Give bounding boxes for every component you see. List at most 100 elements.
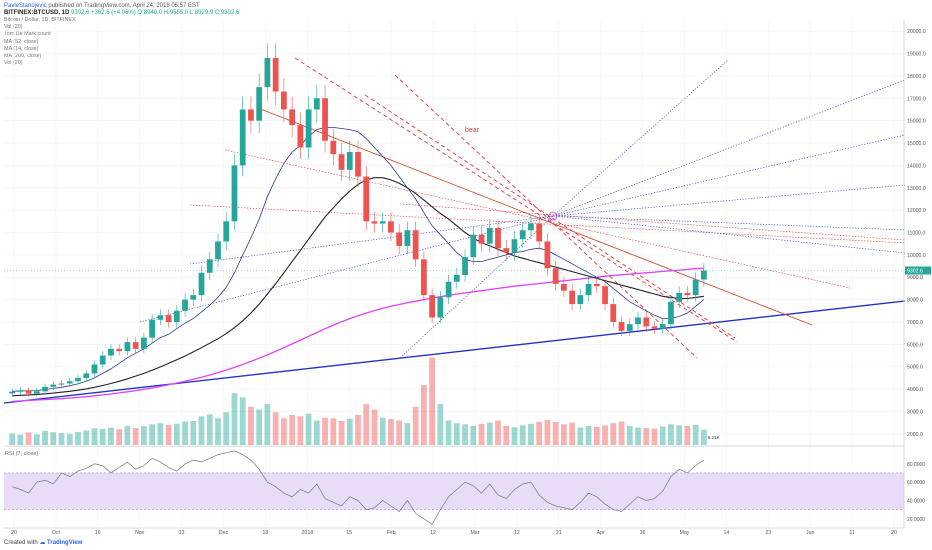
rsi-tick-label: 40.0000 (907, 498, 925, 504)
volume-bar (519, 425, 526, 445)
candle-body (248, 109, 254, 121)
rsi-line (11, 450, 705, 525)
candle-body (190, 295, 197, 300)
candle-body (643, 317, 650, 327)
candle-body (239, 109, 246, 166)
author-name[interactable]: PavleStanojevic (4, 3, 47, 9)
volume-bar (536, 421, 543, 445)
price-tick-label: 8000.0 (907, 298, 923, 304)
volume-bar (692, 424, 699, 445)
volume-bar (396, 420, 403, 445)
candle-body (437, 297, 444, 318)
time-tick-label: 11 (849, 530, 854, 536)
blue-fan-line (552, 59, 729, 217)
time-tick-label: 21 (556, 530, 562, 536)
indicator-legend-3[interactable]: MA (52, close) (4, 38, 39, 45)
volume-bar (58, 433, 65, 445)
volume-bar (503, 425, 510, 445)
candle-body (486, 228, 493, 244)
volume-bar (313, 420, 320, 445)
price-tick-label: 11000.0 (907, 231, 925, 237)
time-tick-label: 14 (723, 530, 729, 536)
indicator-legend-4[interactable]: MA (14, close) (4, 45, 39, 52)
rsi-label: RSI (7, close) (5, 451, 38, 457)
volume-bar (544, 419, 551, 445)
volume-bar (338, 421, 345, 445)
volume-bar (190, 421, 197, 445)
candle-body (561, 283, 567, 291)
candle-body (635, 317, 641, 325)
candle-body (626, 324, 633, 331)
volume-bar (157, 423, 164, 445)
time-tick-label: Oct (52, 530, 61, 536)
indicator-legend-2[interactable]: Tom De Mark count (4, 31, 51, 38)
volume-bar (602, 425, 608, 445)
last-price: 9302.6 (71, 10, 90, 16)
candle-body (404, 230, 411, 246)
volume-bar (577, 427, 584, 445)
candle-body (124, 342, 131, 352)
trend-drawings[interactable] (3, 57, 906, 404)
indicator-legend-1[interactable]: Vol (20) (4, 24, 23, 31)
volume-bar (42, 430, 48, 445)
volume-bar (355, 415, 361, 445)
volume-bar (91, 428, 98, 445)
candle-body (215, 241, 221, 260)
rsi-tick-label: 60.0000 (907, 480, 925, 486)
candle-body (108, 348, 114, 356)
candle-body (33, 391, 40, 394)
volume-bar (248, 406, 254, 445)
indicator-legend-5[interactable]: MA (200, close) (4, 53, 42, 60)
volume-bar (470, 425, 477, 445)
candle-body (66, 381, 73, 384)
ohlc-close: C:9302.6 (214, 10, 240, 16)
candle-body (58, 383, 65, 385)
blue-fan-line (399, 215, 554, 359)
candle-body (132, 342, 139, 349)
candle-body (519, 230, 526, 240)
red-dotted-line (189, 204, 906, 244)
volume-bar (66, 433, 73, 445)
volume-bar (231, 393, 238, 445)
footer-brand[interactable]: TradingView (47, 540, 83, 546)
volume-bar (388, 419, 394, 445)
time-tick-label: 12 (430, 530, 436, 536)
candle-body (116, 348, 123, 352)
price-change: +362.6 (+4.06%) (91, 10, 136, 16)
candlesticks (9, 43, 707, 397)
candle-body (355, 151, 361, 177)
volume-label: 8.21K (708, 435, 720, 440)
volume-bar (676, 425, 683, 445)
time-tick-label: 12 (514, 530, 520, 536)
volume-bar (330, 418, 337, 445)
volume-bar (528, 423, 534, 445)
price-tick-label: 18000.0 (907, 74, 926, 80)
volume-bar (626, 425, 633, 445)
rsi-tick-label: 20.0000 (907, 517, 925, 523)
volume-bar (149, 424, 155, 445)
volume-bar (371, 409, 378, 445)
rsi-pane (4, 450, 904, 525)
candle-body (313, 98, 320, 110)
volume-bar (272, 412, 279, 445)
candle-body (651, 326, 658, 329)
volume-bar (552, 422, 559, 445)
candle-body (544, 241, 551, 269)
volume-bar (593, 427, 600, 445)
indicator-legend-6[interactable]: Vol (20) (4, 60, 23, 67)
ohlc-open: O:8940.0 (137, 10, 163, 16)
candle-body (173, 310, 180, 322)
last-price-label: 9302.6 (907, 268, 923, 274)
candle-body (141, 337, 147, 349)
volume-bar (429, 357, 435, 445)
candle-body (668, 301, 674, 325)
indicator-legend-0[interactable]: Bitcoin / Dollar, 1D, BITFINEX (4, 17, 76, 23)
candle-body (618, 321, 625, 331)
chart-grid (4, 20, 904, 528)
price-tick-label: 2000.0 (907, 432, 923, 438)
volume-bar (108, 427, 114, 445)
red-dashed-channel (294, 57, 738, 343)
volume-bar (569, 422, 575, 445)
candle-body (445, 281, 452, 298)
